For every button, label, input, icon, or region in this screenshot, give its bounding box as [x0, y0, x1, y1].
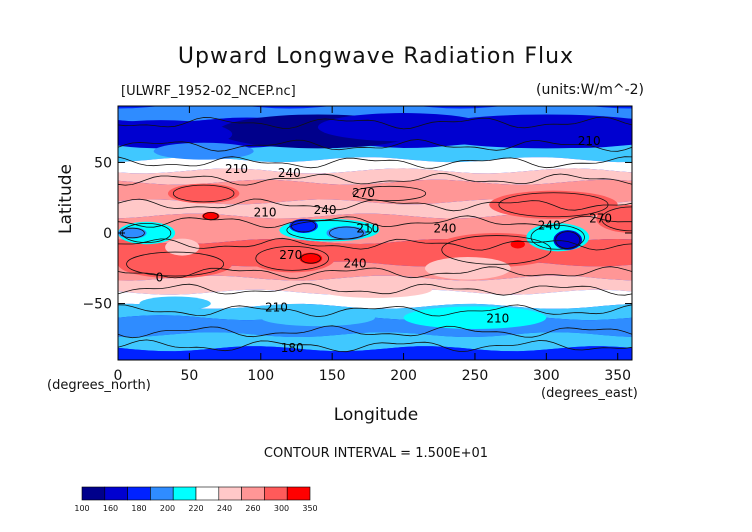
contour-label: 240 — [538, 218, 561, 232]
colorbar-segment — [150, 486, 174, 501]
x-axis: 0 50 100 150 200 250 300 350 — [114, 106, 631, 384]
contour-label: 210 — [578, 134, 601, 148]
contour-label: 270 — [352, 186, 375, 200]
colorbar-segment — [241, 486, 265, 501]
x-tick-label: 50 — [180, 368, 198, 384]
contour-label: 180 — [281, 341, 304, 355]
contour-label: 210 — [225, 162, 248, 176]
colorbar-label: 260 — [245, 504, 260, 513]
y-tick-label: 0 — [103, 226, 112, 242]
contour-interval-label: CONTOUR INTERVAL = 1.500E+01 — [263, 446, 489, 461]
colorbar: 100 160 180 200 220 240 260 300 350 — [74, 486, 318, 513]
contour-label: 240 — [344, 257, 367, 271]
plot-area: 210 210 240 270 270 240 210 240 240 210 270 240 0 210… — [82, 105, 633, 384]
colorbar-label: 180 — [131, 504, 146, 513]
y-axis-title: Latitude — [56, 164, 76, 234]
colorbar-segment — [172, 486, 197, 501]
x-tick-label: 350 — [604, 368, 631, 384]
colorbar-label: 350 — [302, 504, 317, 513]
x-tick-label: 150 — [319, 368, 346, 384]
contour-label: 210 — [254, 206, 277, 220]
x-tick-label: 200 — [390, 368, 417, 384]
colorbar-label: 300 — [274, 504, 289, 513]
contour-label: 270 — [279, 248, 302, 262]
colorbar-label: 220 — [188, 504, 203, 513]
x-axis-unit-label-east: (degrees_east) — [541, 386, 638, 401]
contour-label: 240 — [314, 203, 337, 217]
colorbar-label: 240 — [217, 504, 232, 513]
contour-lines — [118, 116, 632, 353]
y-tick-label: 50 — [94, 155, 112, 171]
colorbar-label: 160 — [103, 504, 118, 513]
x-tick-label: 300 — [533, 368, 560, 384]
colorbar-segment — [264, 486, 288, 501]
contour-label: 210 — [486, 312, 509, 326]
dataset-label: [ULWRF_1952-02_NCEP.nc] — [121, 84, 296, 99]
y-tick-label: −50 — [82, 297, 112, 313]
contour-label: 210 — [265, 300, 288, 314]
colorbar-label: 100 — [74, 504, 89, 513]
chart-title: Upward Longwave Radiation Flux — [177, 44, 575, 69]
x-tick-label: 0 — [114, 368, 123, 384]
y-axis: 50 0 −50 — [82, 155, 632, 313]
colorbar-segment — [286, 486, 311, 501]
radiation-field — [118, 106, 632, 360]
x-tick-label: 100 — [247, 368, 274, 384]
contour-label: 270 — [589, 211, 612, 225]
colorbar-segment — [218, 486, 242, 501]
colorbar-segment — [81, 486, 106, 501]
x-tick-label: 250 — [462, 368, 489, 384]
x-axis-unit-label: (degrees_north) — [47, 378, 151, 393]
colorbar-segment — [104, 486, 128, 501]
colorbar-segment — [127, 486, 151, 501]
contour-label: 0 — [156, 271, 164, 285]
colorbar-label: 200 — [160, 504, 175, 513]
units-label: (units:W/m^-2) — [536, 82, 644, 98]
colorbar-segment — [195, 486, 220, 501]
contour-labels: 210 210 240 270 270 240 210 240 240 210 270 240 0 210… — [156, 134, 612, 355]
x-axis-title: Longitude — [333, 405, 419, 425]
contour-label: 210 — [356, 221, 379, 235]
contour-label: 240 — [434, 221, 457, 235]
contour-label: 240 — [278, 166, 301, 180]
